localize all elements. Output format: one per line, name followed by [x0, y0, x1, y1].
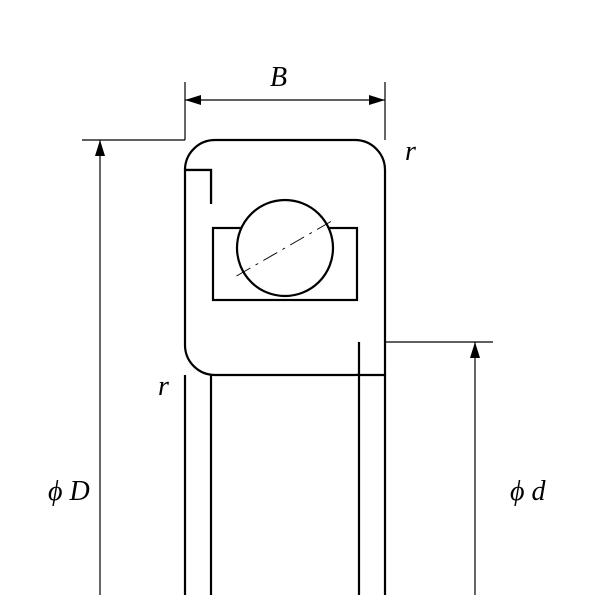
- label-phi-d: ϕ d: [510, 476, 546, 507]
- label-B: B: [270, 62, 287, 93]
- arrowhead-icon: [369, 95, 385, 105]
- arrowhead-icon: [470, 342, 480, 358]
- label-phi-D: ϕ D: [48, 476, 90, 507]
- bearing-cross-section-diagram: Bϕ D ϕ d r r: [0, 0, 600, 600]
- label-r-bottom: r: [158, 371, 169, 402]
- arrowhead-icon: [185, 95, 201, 105]
- arrowhead-icon: [95, 140, 105, 156]
- label-r-top: r: [405, 136, 416, 167]
